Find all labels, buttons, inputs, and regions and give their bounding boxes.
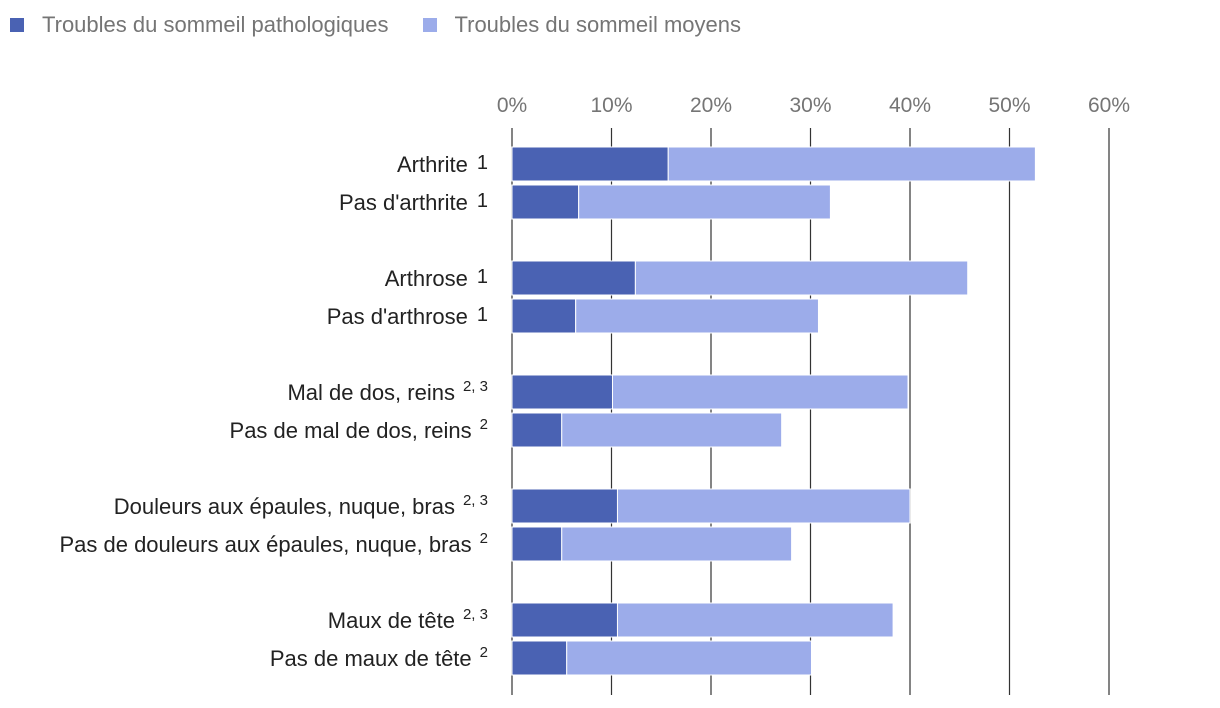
category-footnote: 2, 3 — [463, 606, 488, 623]
category-label: Pas de douleurs aux épaules, nuque, bras… — [59, 530, 488, 557]
category-label: Douleurs aux épaules, nuque, bras 2, 3 — [114, 492, 488, 519]
x-tick-label: 30% — [789, 94, 831, 117]
bar-pathologiques[interactable] — [511, 298, 577, 334]
bar-moyens[interactable] — [634, 260, 969, 296]
category-footnote: 2, 3 — [463, 378, 488, 395]
category-label-text: Maux de tête — [328, 608, 455, 633]
bar-moyens[interactable] — [575, 298, 819, 334]
category-label: Arthrose 1 — [385, 266, 488, 291]
category-footnote: 2 — [480, 416, 488, 433]
bar-moyens[interactable] — [667, 146, 1036, 182]
x-tick-label: 60% — [1088, 94, 1130, 117]
bar-pathologiques[interactable] — [511, 640, 568, 676]
legend-swatch-pathologiques — [10, 18, 24, 32]
bar-pathologiques[interactable] — [511, 488, 618, 524]
category-footnote: 2 — [480, 530, 488, 547]
category-footnote: 1 — [477, 152, 488, 174]
category-label: Pas d'arthrite 1 — [339, 190, 488, 215]
bar-moyens[interactable] — [611, 374, 909, 410]
bar-moyens[interactable] — [561, 526, 793, 562]
x-tick-label: 40% — [889, 94, 931, 117]
category-label: Pas d'arthrose 1 — [327, 304, 488, 329]
bar-moyens[interactable] — [616, 488, 911, 524]
category-footnote: 2, 3 — [463, 492, 488, 509]
bar-pathologiques[interactable] — [511, 374, 613, 410]
x-tick-label: 50% — [988, 94, 1030, 117]
x-tick-label: 20% — [690, 94, 732, 117]
category-label-text: Pas d'arthrose — [327, 304, 468, 329]
category-label-text: Arthrose — [385, 266, 468, 291]
category-label: Pas de maux de tête 2 — [270, 644, 488, 671]
category-label-text: Pas de mal de dos, reins — [230, 418, 472, 443]
category-label: Mal de dos, reins 2, 3 — [287, 378, 488, 405]
category-footnote: 2 — [480, 644, 488, 661]
category-footnote: 1 — [477, 266, 488, 288]
bars — [511, 146, 1036, 676]
bar-pathologiques[interactable] — [511, 602, 618, 638]
category-label-text: Pas de maux de tête — [270, 646, 472, 671]
bar-pathologiques[interactable] — [511, 146, 669, 182]
legend-label-moyens: Troubles du sommeil moyens — [454, 12, 742, 37]
bar-pathologiques[interactable] — [511, 526, 563, 562]
category-footnote: 1 — [477, 190, 488, 212]
bar-moyens[interactable] — [561, 412, 783, 448]
category-label-text: Douleurs aux épaules, nuque, bras — [114, 494, 455, 519]
gridlines — [511, 128, 1110, 695]
category-label-text: Pas de douleurs aux épaules, nuque, bras — [59, 532, 471, 557]
category-label-text: Pas d'arthrite — [339, 190, 468, 215]
category-label-text: Arthrite — [397, 152, 468, 177]
x-tick-label: 10% — [590, 94, 632, 117]
legend-item-pathologiques[interactable]: Troubles du sommeil pathologiques — [10, 12, 389, 38]
bar-moyens[interactable] — [566, 640, 812, 676]
legend-swatch-moyens — [422, 18, 437, 32]
x-axis-ticks: 0% 10% 20% 30% 40% 50% 60% — [497, 94, 1130, 117]
category-label: Pas de mal de dos, reins 2 — [230, 416, 488, 443]
legend-label-pathologiques: Troubles du sommeil pathologiques — [42, 12, 389, 37]
bar-moyens[interactable] — [616, 602, 894, 638]
category-label: Maux de tête 2, 3 — [328, 606, 488, 633]
bar-pathologiques[interactable] — [511, 184, 580, 220]
category-label: Arthrite 1 — [397, 152, 488, 177]
chart-legend: Troubles du sommeil pathologiques Troubl… — [10, 12, 775, 38]
x-tick-label: 0% — [497, 94, 527, 117]
category-label-text: Mal de dos, reins — [287, 380, 455, 405]
legend-item-moyens[interactable]: Troubles du sommeil moyens — [422, 12, 742, 38]
bar-pathologiques[interactable] — [511, 260, 636, 296]
bar-pathologiques[interactable] — [511, 412, 563, 448]
bar-moyens[interactable] — [578, 184, 831, 220]
category-footnote: 1 — [477, 304, 488, 326]
